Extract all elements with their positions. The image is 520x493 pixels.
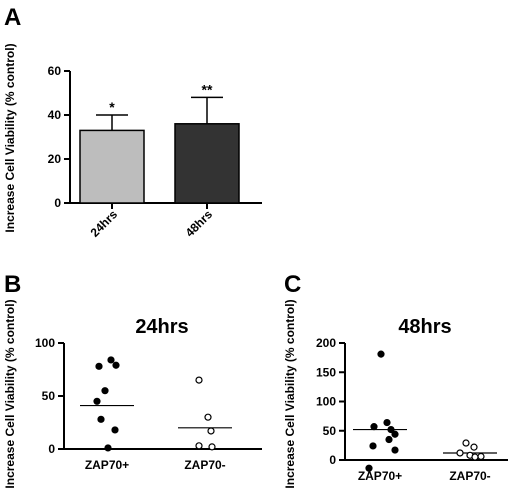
- x-tick-label-48hrs: 48hrs: [183, 207, 216, 240]
- panel-b-title: 24hrs: [135, 316, 188, 338]
- bar-24hrs: [79, 129, 145, 204]
- panel-c-title: 48hrs: [398, 316, 451, 338]
- data-point: [195, 376, 203, 384]
- panel-a-y-axis-label: Increase Cell Viability (% control): [3, 43, 17, 232]
- data-point: [97, 415, 105, 423]
- significance-marker: **: [202, 81, 213, 97]
- panel-c-axes: 0 50 100 150 200 ZAP70+ ZAP70-: [316, 336, 508, 483]
- data-point: [370, 423, 378, 431]
- data-point: [456, 449, 464, 457]
- data-point: [365, 464, 373, 472]
- panel-a-y-tick-label: 40: [48, 108, 62, 122]
- panel-c-y-tick-label: 0: [329, 453, 336, 467]
- bar-48hrs: [174, 123, 240, 204]
- panel-a: A Increase Cell Viability (% control) 0 2…: [3, 4, 262, 240]
- panel-b: B 24hrs Increase Cell Viability (% contr…: [3, 271, 262, 489]
- panel-b-points: [80, 356, 232, 452]
- panel-a-letter: A: [4, 4, 21, 31]
- x-tick-label-ZAP70-: ZAP70-: [184, 458, 225, 472]
- data-point: [391, 430, 399, 438]
- data-point: [101, 387, 109, 395]
- panel-b-y-tick-label: 100: [35, 336, 55, 350]
- panel-b-y-tick-label: 50: [42, 389, 56, 403]
- panel-b-axes: 0 50 100 ZAP70+ ZAP70-: [35, 336, 262, 472]
- panel-c-y-tick-label: 200: [316, 336, 336, 350]
- data-point: [95, 362, 103, 370]
- data-point: [470, 443, 478, 451]
- data-point: [204, 413, 212, 421]
- panel-c: C 48hrs Increase Cell Viability (% contr…: [283, 271, 508, 489]
- data-point: [208, 443, 216, 451]
- panel-b-letter: B: [4, 271, 21, 298]
- panel-a-y-tick-label: 20: [48, 152, 62, 166]
- panel-c-points: [353, 350, 497, 472]
- significance-marker: *: [109, 99, 115, 115]
- panel-c-letter: C: [284, 271, 301, 298]
- panel-c-y-tick-label: 100: [316, 395, 336, 409]
- data-point: [195, 442, 203, 450]
- x-tick-label-ZAP70+: ZAP70+: [85, 458, 129, 472]
- data-point: [104, 444, 112, 452]
- x-tick-label-24hrs: 24hrs: [88, 207, 121, 240]
- panel-a-y-tick-label: 60: [48, 64, 62, 78]
- panel-b-y-axis-label: Increase Cell Viability (% control): [3, 299, 17, 488]
- data-point: [377, 350, 385, 358]
- panel-a-bars: ***: [79, 81, 240, 204]
- panel-c-y-tick-label: 50: [323, 424, 337, 438]
- data-point: [387, 425, 395, 434]
- data-point: [477, 452, 485, 461]
- data-point: [369, 442, 377, 450]
- data-point: [111, 426, 119, 434]
- panel-c-y-tick-label: 150: [316, 365, 336, 379]
- data-point: [207, 427, 215, 435]
- data-point: [112, 361, 120, 369]
- data-point: [462, 439, 470, 447]
- x-tick-label-ZAP70-: ZAP70-: [449, 469, 490, 483]
- panel-c-y-axis-label: Increase Cell Viability (% control): [283, 299, 297, 488]
- data-point: [391, 446, 399, 454]
- data-point: [93, 397, 101, 405]
- data-point: [471, 453, 479, 461]
- x-tick-label-ZAP70+: ZAP70+: [358, 469, 402, 483]
- panel-a-y-tick-label: 0: [54, 196, 61, 210]
- data-point: [383, 418, 391, 427]
- data-point: [107, 356, 115, 364]
- data-point: [385, 435, 393, 444]
- panel-b-y-tick-label: 0: [48, 442, 55, 456]
